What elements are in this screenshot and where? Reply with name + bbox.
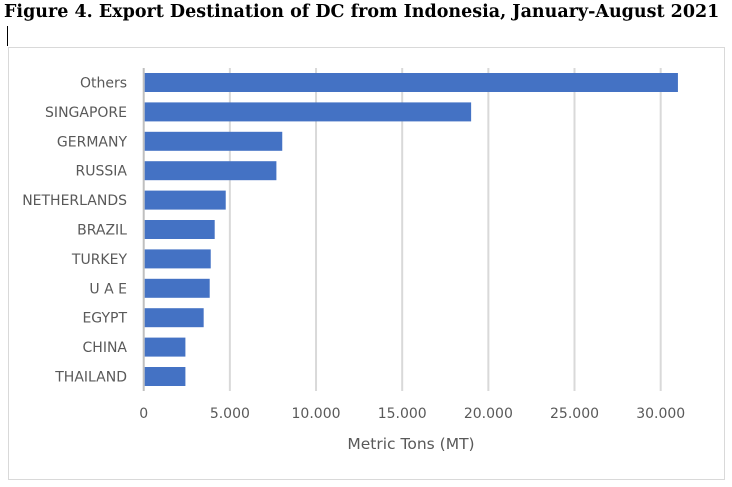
bar-egypt <box>144 308 204 328</box>
chart-frame <box>8 47 725 480</box>
y-category-label: NETHERLANDS <box>22 193 127 209</box>
y-category-label: THAILAND <box>54 370 127 386</box>
bar-russia <box>144 161 277 181</box>
y-category-label: RUSSIA <box>76 164 128 180</box>
bar-thailand <box>144 367 186 386</box>
x-axis-title: Metric Tons (MT) <box>347 435 474 453</box>
y-category-label: SINGAPORE <box>45 105 127 121</box>
x-tick-label: 25.000 <box>550 406 599 422</box>
y-category-label: Others <box>80 76 127 92</box>
bar-uae <box>144 278 210 298</box>
bar-brazil <box>144 220 215 239</box>
bar-singapore <box>144 102 472 122</box>
x-tick-label: 15.000 <box>378 406 427 422</box>
y-category-label: TURKEY <box>71 252 128 268</box>
bar-china <box>144 337 186 357</box>
x-tick-label: 20.000 <box>464 406 513 422</box>
x-tick-label: 10.000 <box>292 406 341 422</box>
y-category-label: U A E <box>89 281 127 297</box>
bar-others <box>144 73 678 92</box>
bar-netherlands <box>144 190 226 210</box>
y-category-label: EGYPT <box>82 311 127 327</box>
x-tick-label: 30.000 <box>636 406 685 422</box>
bar-turkey <box>144 249 211 269</box>
x-tick-label: 0 <box>139 406 148 422</box>
y-category-label: CHINA <box>83 340 128 356</box>
y-category-label: BRAZIL <box>77 223 127 239</box>
text-cursor <box>7 26 8 46</box>
bar-germany <box>144 131 283 151</box>
figure-title: Figure 4. Export Destination of DC from … <box>4 2 720 22</box>
x-tick-label: 5.000 <box>210 406 250 422</box>
y-category-label: GERMANY <box>57 134 128 150</box>
